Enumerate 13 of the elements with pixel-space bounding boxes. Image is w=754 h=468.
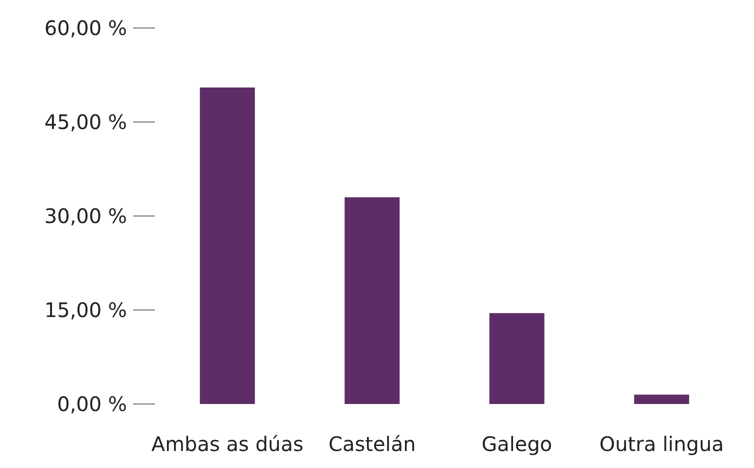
bar [634,394,690,404]
bar [489,313,544,404]
bar [344,197,400,404]
x-tick-label: Galego [482,432,552,456]
y-tick-label: 15,00 % [44,298,127,322]
x-tick-label: Outra lingua [599,432,724,456]
y-tick-label: 60,00 % [44,16,127,40]
x-tick-label: Ambas as dúas [151,432,304,456]
y-tick-label: 45,00 % [44,110,127,134]
y-tick-label: 30,00 % [44,204,127,228]
bar [200,88,255,404]
y-tick-label: 0,00 % [57,392,127,416]
x-tick-label: Castelán [328,432,416,456]
